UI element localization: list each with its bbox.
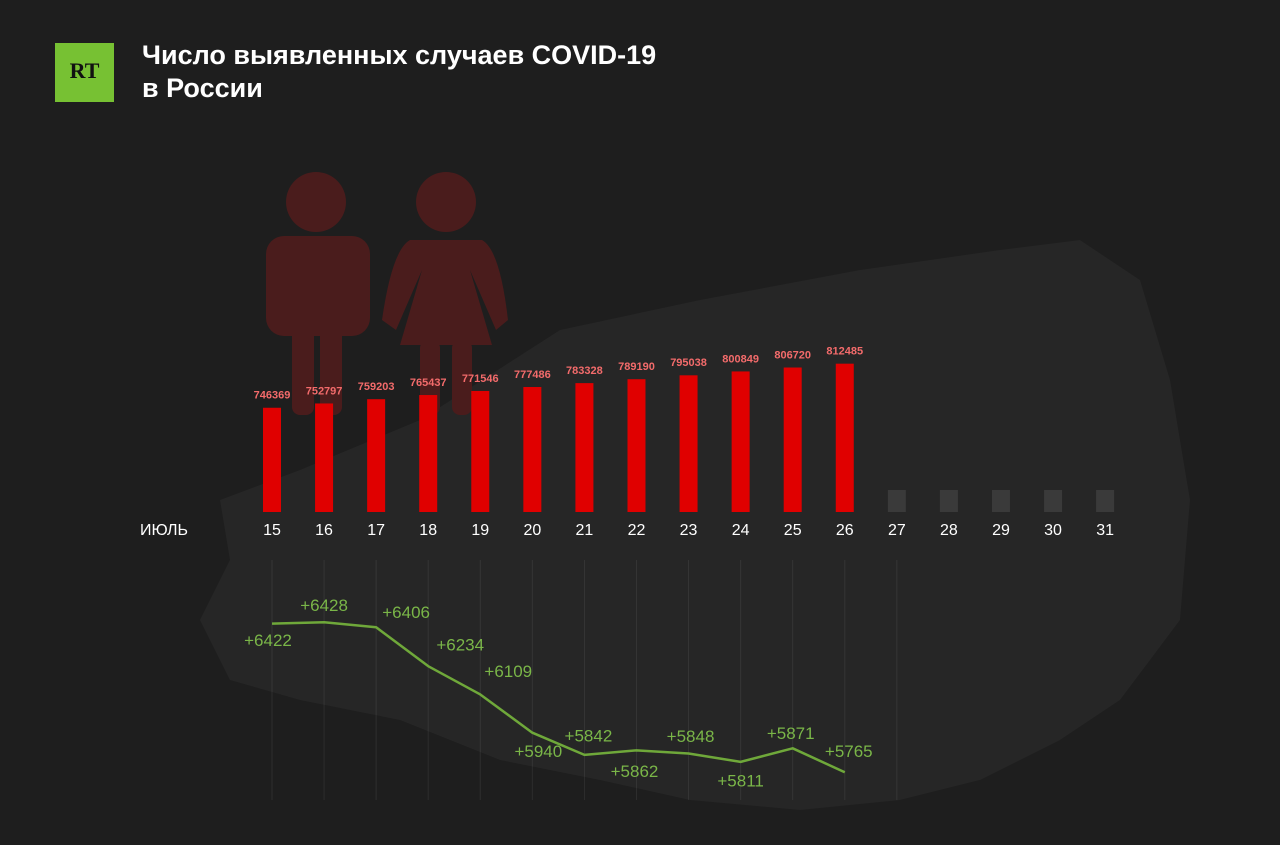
bar-value-label: 812485 [826, 346, 863, 358]
bar-value-label: 777486 [514, 369, 551, 381]
x-axis-label: ИЮЛЬ [140, 522, 188, 539]
x-tick-label: 28 [940, 522, 958, 539]
x-tick-label: 26 [836, 522, 854, 539]
map-silhouette [200, 240, 1190, 810]
x-tick-label: 24 [732, 522, 750, 539]
bar-value-label: 752797 [306, 385, 343, 397]
line-value-label: +6428 [300, 596, 348, 615]
placeholder-bar [1096, 490, 1115, 512]
logo-box [55, 43, 114, 102]
line-value-label: +5765 [825, 742, 873, 761]
line-value-label: +6406 [382, 603, 430, 622]
x-tick-label: 30 [1044, 522, 1062, 539]
line-value-label: +5862 [611, 762, 659, 781]
bar-value-label: 746369 [254, 390, 291, 402]
placeholder-bar [939, 490, 958, 512]
bar-value-label: 765437 [410, 377, 447, 389]
line-value-label: +5871 [767, 724, 815, 743]
bar [627, 379, 646, 512]
placeholder-bar [991, 490, 1010, 512]
placeholder-bar [1044, 490, 1063, 512]
line-value-label: +5811 [717, 771, 763, 790]
x-tick-label: 29 [992, 522, 1010, 539]
bar-value-label: 783328 [566, 365, 603, 377]
line-value-label: +6422 [244, 631, 292, 650]
x-tick-label: 25 [784, 522, 802, 539]
x-tick-label: 19 [471, 522, 489, 539]
bar-value-label: 806720 [774, 349, 811, 361]
bar-value-label: 771546 [462, 373, 499, 385]
x-tick-label: 18 [419, 522, 437, 539]
x-tick-label: 21 [576, 522, 594, 539]
bar [783, 367, 802, 512]
line-value-label: +6109 [484, 662, 532, 681]
bar [835, 363, 854, 512]
logo-text: RT [70, 58, 100, 83]
line-value-label: +5842 [565, 726, 613, 745]
bar [367, 399, 386, 512]
x-tick-label: 31 [1096, 522, 1114, 539]
bar [419, 395, 438, 512]
people-icon [266, 172, 508, 415]
placeholder-bar [887, 490, 906, 512]
bar [523, 387, 542, 512]
x-tick-label: 20 [523, 522, 541, 539]
bar [679, 375, 698, 512]
line [271, 621, 846, 774]
x-tick-label: 23 [680, 522, 698, 539]
x-tick-label: 15 [263, 522, 281, 539]
x-tick-label: 17 [367, 522, 385, 539]
bar [263, 407, 281, 512]
bar [731, 371, 750, 512]
bar-value-label: 800849 [722, 353, 759, 365]
bar [315, 403, 334, 512]
x-tick-label: 22 [628, 522, 646, 539]
bar-value-label: 759203 [358, 381, 395, 393]
bar-value-label: 795038 [670, 357, 707, 369]
x-tick-label: 27 [888, 522, 906, 539]
chart-title: в России [142, 73, 263, 103]
bar [575, 383, 594, 512]
bar-value-label: 789190 [618, 361, 655, 373]
chart-title: Число выявленных случаев COVID-19 [142, 40, 656, 70]
line-value-label: +5940 [514, 742, 562, 761]
bar [471, 390, 490, 512]
x-tick-label: 16 [315, 522, 333, 539]
line-value-label: +5848 [667, 727, 715, 746]
line-value-label: +6234 [436, 636, 484, 655]
